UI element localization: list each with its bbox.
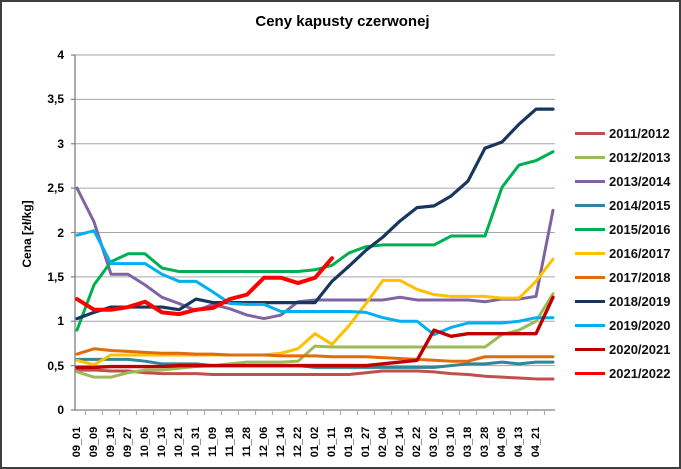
y-axis-tick-label: 0,5 xyxy=(47,358,64,373)
legend-label: 2019/2020 xyxy=(609,317,671,333)
legend-item-2013-2014: 2013/2014 xyxy=(575,169,670,193)
x-axis-tick-label: 01_19 xyxy=(343,426,355,458)
x-axis-tick-label: 09_19 xyxy=(105,426,117,458)
x-axis-tick-label: 10_13 xyxy=(156,426,168,458)
legend-item-2018-2019: 2018/2019 xyxy=(575,289,670,313)
x-axis-tick-label: 03_10 xyxy=(445,426,457,458)
legend-line-swatch xyxy=(575,155,605,159)
x-axis-tick-label: 01_27 xyxy=(360,426,372,458)
y-axis-tick-label: 0 xyxy=(57,403,64,417)
y-axis-tick-label: 3 xyxy=(57,136,64,151)
series-line-2015-2016 xyxy=(75,150,555,332)
legend-line-swatch xyxy=(575,203,605,207)
legend-item-2015-2016: 2015/2016 xyxy=(575,217,670,241)
chart-legend: 2011/2012 2012/2013 2013/2014 2014/2015 2015… xyxy=(575,121,670,385)
x-axis-tick-label: 03_28 xyxy=(479,426,491,458)
series-line-2019-2020 xyxy=(75,229,555,337)
x-axis-tick-label: 12_06 xyxy=(258,426,270,458)
x-axis-tick-label: 10_31 xyxy=(190,426,202,458)
x-axis-tick-label: 11_28 xyxy=(241,427,253,457)
x-axis-tick-label: 09_09 xyxy=(88,426,100,458)
legend-line-swatch xyxy=(575,179,605,183)
x-axis-tick-label: 04_05 xyxy=(496,426,508,458)
series-line-2011-2012 xyxy=(75,368,555,381)
x-axis-tick-label: 02_04 xyxy=(377,426,389,458)
legend-label: 2014/2015 xyxy=(609,197,671,213)
legend-item-2019-2020: 2019/2020 xyxy=(575,313,670,337)
legend-item-2021-2022: 2021/2022 xyxy=(575,361,670,385)
legend-label: 2018/2019 xyxy=(609,293,671,309)
x-axis-tick-label: 10_21 xyxy=(173,426,185,458)
legend-label: 2017/2018 xyxy=(609,269,671,285)
legend-line-swatch xyxy=(575,299,605,303)
legend-item-2020-2021: 2020/2021 xyxy=(575,337,670,361)
legend-label: 2020/2021 xyxy=(609,341,671,357)
x-axis-tick-label: 11_09 xyxy=(207,427,219,457)
legend-item-2012-2013: 2012/2013 xyxy=(575,145,670,169)
legend-line-swatch xyxy=(575,251,605,255)
legend-label: 2012/2013 xyxy=(609,149,671,165)
series-line-2021-2022 xyxy=(75,256,334,317)
x-axis-tick-label: 04_21 xyxy=(530,426,542,458)
legend-label: 2013/2014 xyxy=(609,173,671,189)
legend-line-swatch xyxy=(575,347,605,351)
series-line-2020-2021 xyxy=(75,295,555,370)
chart-title: Ceny kapusty czerwonej xyxy=(255,13,430,30)
legend-label: 2015/2016 xyxy=(609,221,671,237)
x-axis-tick-label: 09_01 xyxy=(71,426,83,458)
x-axis-tick-label: 03_02 xyxy=(428,426,440,458)
series-line-2012-2013 xyxy=(75,292,555,379)
legend-line-swatch xyxy=(575,371,605,375)
legend-label: 2011/2012 xyxy=(609,125,670,141)
legend-item-2016-2017: 2016/2017 xyxy=(575,241,670,265)
legend-item-2017-2018: 2017/2018 xyxy=(575,265,670,289)
x-axis-tick-label: 02_22 xyxy=(411,426,423,458)
y-axis-tick-label: 1 xyxy=(57,314,64,329)
series-line-2013-2014 xyxy=(75,186,555,321)
x-axis-tick-label: 03_18 xyxy=(462,426,474,458)
series-line-2016-2017 xyxy=(75,257,555,367)
y-axis-tick-label: 2,5 xyxy=(47,181,64,196)
legend-line-swatch xyxy=(575,323,605,327)
series-line-2014-2015 xyxy=(75,357,555,369)
legend-item-2014-2015: 2014/2015 xyxy=(575,193,670,217)
legend-label: 2016/2017 xyxy=(609,245,671,261)
series-line-2017-2018 xyxy=(75,347,555,363)
x-axis-tick-label: 11_18 xyxy=(224,427,236,457)
x-axis-tick-label: 09_27 xyxy=(122,426,134,458)
legend-label: 2021/2022 xyxy=(609,365,671,381)
x-axis-tick-label: 10_05 xyxy=(139,426,151,458)
y-axis-tick-label: 2 xyxy=(57,225,64,240)
x-axis-tick-label: 04_13 xyxy=(513,426,525,458)
x-axis-tick-label: 12_22 xyxy=(292,426,304,458)
y-axis-tick-label: 3,5 xyxy=(47,92,64,107)
legend-line-swatch xyxy=(575,131,605,135)
legend-line-swatch xyxy=(575,227,605,231)
x-axis-tick-label: 01_02 xyxy=(309,426,321,458)
x-axis-tick-label: 12_14 xyxy=(275,426,287,458)
legend-line-swatch xyxy=(575,275,605,279)
x-axis-tick-label: 02_14 xyxy=(394,426,406,458)
x-axis-tick-label: 01_11 xyxy=(326,427,338,457)
y-axis-tick-label: 4 xyxy=(57,48,64,62)
y-axis-tick-label: 1,5 xyxy=(47,269,64,284)
legend-item-2011-2012: 2011/2012 xyxy=(575,121,670,145)
